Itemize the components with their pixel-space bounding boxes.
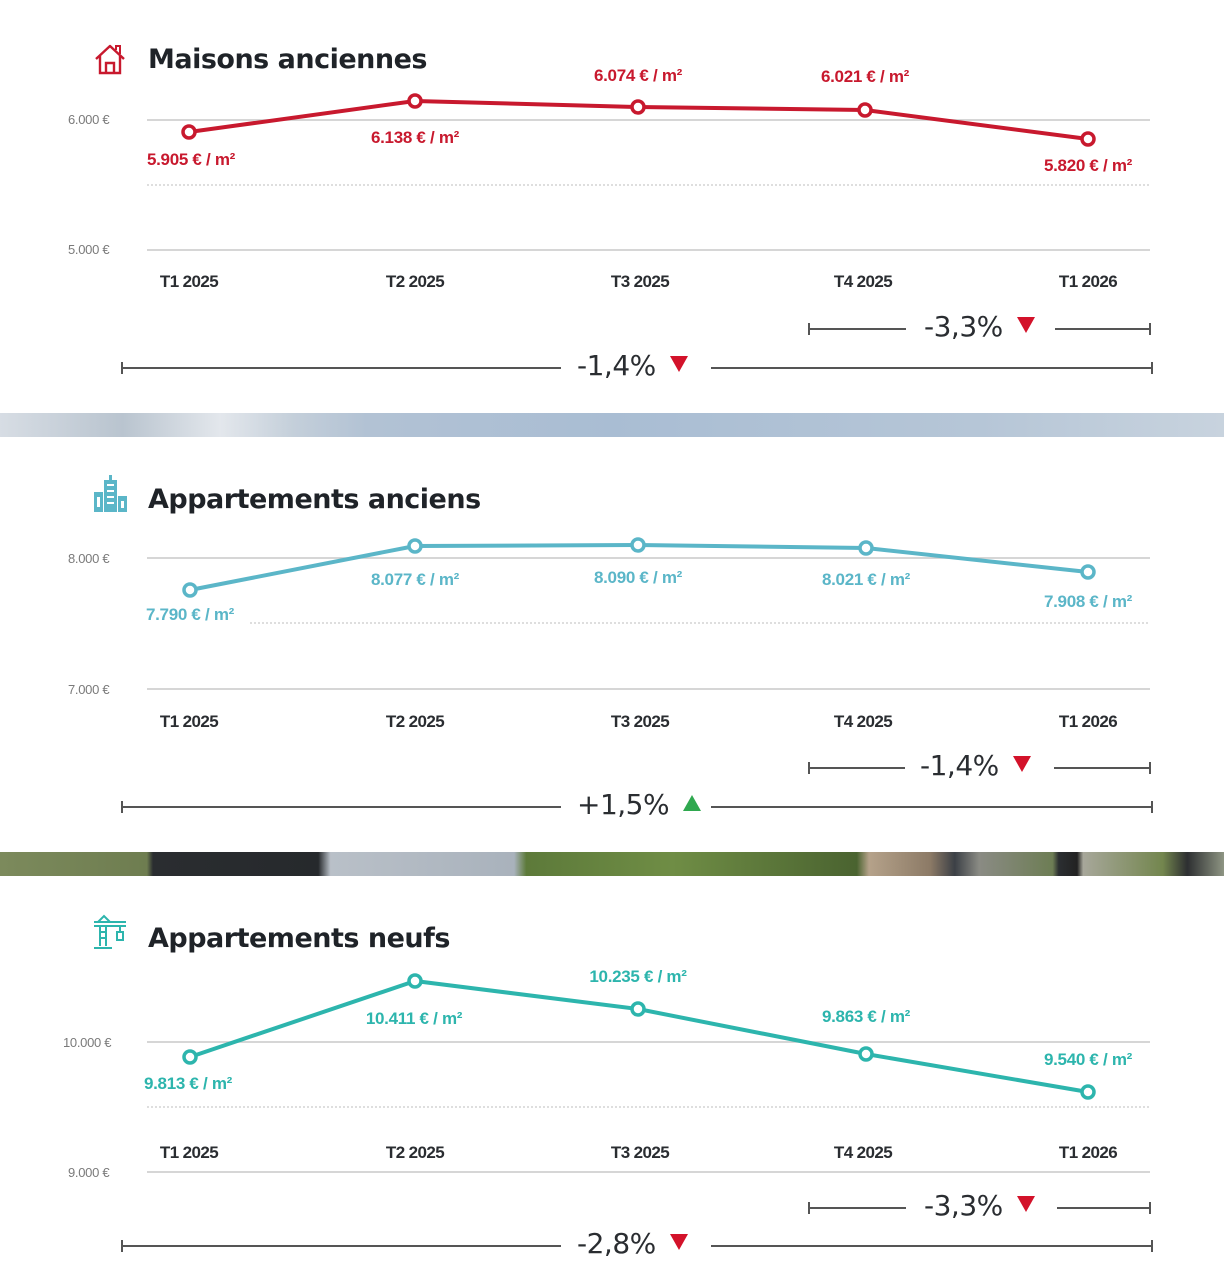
x-tick-label: T3 2025 [610, 272, 670, 291]
photo-strip [0, 413, 1224, 437]
long-change-bracket: +1,5% [121, 788, 1154, 821]
y-tick-label: 6.000 € [68, 112, 110, 127]
panel-appartements-anciens: Appartements anciens 8.000 € 7.000 € 7.7… [68, 475, 1154, 821]
data-label: 8.077 € / m² [370, 570, 460, 589]
change-percent: -1,4% [577, 349, 656, 382]
apartment-building-icon [94, 475, 127, 512]
x-tick-label: T1 2025 [159, 712, 219, 731]
data-label: 7.790 € / m² [145, 605, 235, 624]
down-arrow-icon [1016, 317, 1035, 333]
chart-title: Maisons anciennes [148, 44, 428, 75]
y-tick-label: 10.000 € [63, 1035, 112, 1050]
short-change-bracket: -1,4% [808, 749, 1152, 782]
x-tick-label: T1 2026 [1058, 1143, 1118, 1162]
change-percent: -3,3% [924, 310, 1003, 343]
data-label: 9.863 € / m² [821, 1007, 911, 1026]
data-label: 9.540 € / m² [1043, 1050, 1133, 1069]
down-arrow-icon [1012, 756, 1031, 772]
y-tick-label: 5.000 € [68, 242, 110, 257]
data-label: 6.074 € / m² [593, 66, 683, 85]
down-arrow-icon [669, 1234, 688, 1250]
x-tick-label: T1 2026 [1058, 272, 1118, 291]
data-label: 5.820 € / m² [1043, 156, 1133, 175]
long-change-bracket: -1,4% [121, 349, 1154, 382]
down-arrow-icon [669, 356, 688, 372]
y-tick-label: 7.000 € [68, 682, 110, 697]
x-tick-label: T1 2025 [159, 272, 219, 291]
change-percent: +1,5% [577, 788, 670, 821]
data-label: 8.090 € / m² [593, 568, 683, 587]
x-tick-label: T2 2025 [385, 272, 445, 291]
data-label: 7.908 € / m² [1043, 592, 1133, 611]
long-change-bracket: -2,8% [121, 1227, 1154, 1260]
down-arrow-icon [1016, 1196, 1035, 1212]
line-chart [147, 537, 1150, 690]
data-label: 9.813 € / m² [143, 1074, 233, 1093]
short-change-bracket: -3,3% [808, 310, 1152, 343]
house-icon [95, 44, 125, 75]
change-percent: -2,8% [577, 1227, 656, 1260]
line-chart [147, 93, 1150, 251]
x-tick-label: T3 2025 [610, 1143, 670, 1162]
short-change-bracket: -3,3% [808, 1189, 1152, 1222]
x-tick-label: T4 2025 [833, 272, 893, 291]
change-percent: -1,4% [920, 749, 999, 782]
data-label: 10.411 € / m² [365, 1009, 463, 1028]
photo-strip [0, 852, 1224, 876]
data-label: 8.021 € / m² [821, 570, 911, 589]
line-chart [147, 973, 1150, 1173]
data-label: 6.138 € / m² [370, 128, 460, 147]
change-percent: -3,3% [924, 1189, 1003, 1222]
data-label: 5.905 € / m² [146, 150, 236, 169]
data-label: 10.235 € / m² [589, 967, 687, 986]
panel-maisons-anciennes: Maisons anciennes 6.000 € 5.000 € 5.905 … [0, 0, 1224, 410]
x-tick-label: T1 2026 [1058, 712, 1118, 731]
x-tick-label: T4 2025 [833, 1143, 893, 1162]
up-arrow-icon [683, 795, 702, 811]
chart-title: Appartements anciens [148, 484, 481, 515]
x-tick-label: T1 2025 [159, 1143, 219, 1162]
y-tick-label: 9.000 € [68, 1165, 110, 1180]
y-tick-label: 8.000 € [68, 551, 110, 566]
data-label: 6.021 € / m² [820, 67, 910, 86]
x-tick-label: T2 2025 [385, 712, 445, 731]
x-tick-label: T2 2025 [385, 1143, 445, 1162]
construction-crane-icon [94, 914, 126, 949]
chart-title: Appartements neufs [148, 923, 450, 954]
x-tick-label: T4 2025 [833, 712, 893, 731]
x-tick-label: T3 2025 [610, 712, 670, 731]
